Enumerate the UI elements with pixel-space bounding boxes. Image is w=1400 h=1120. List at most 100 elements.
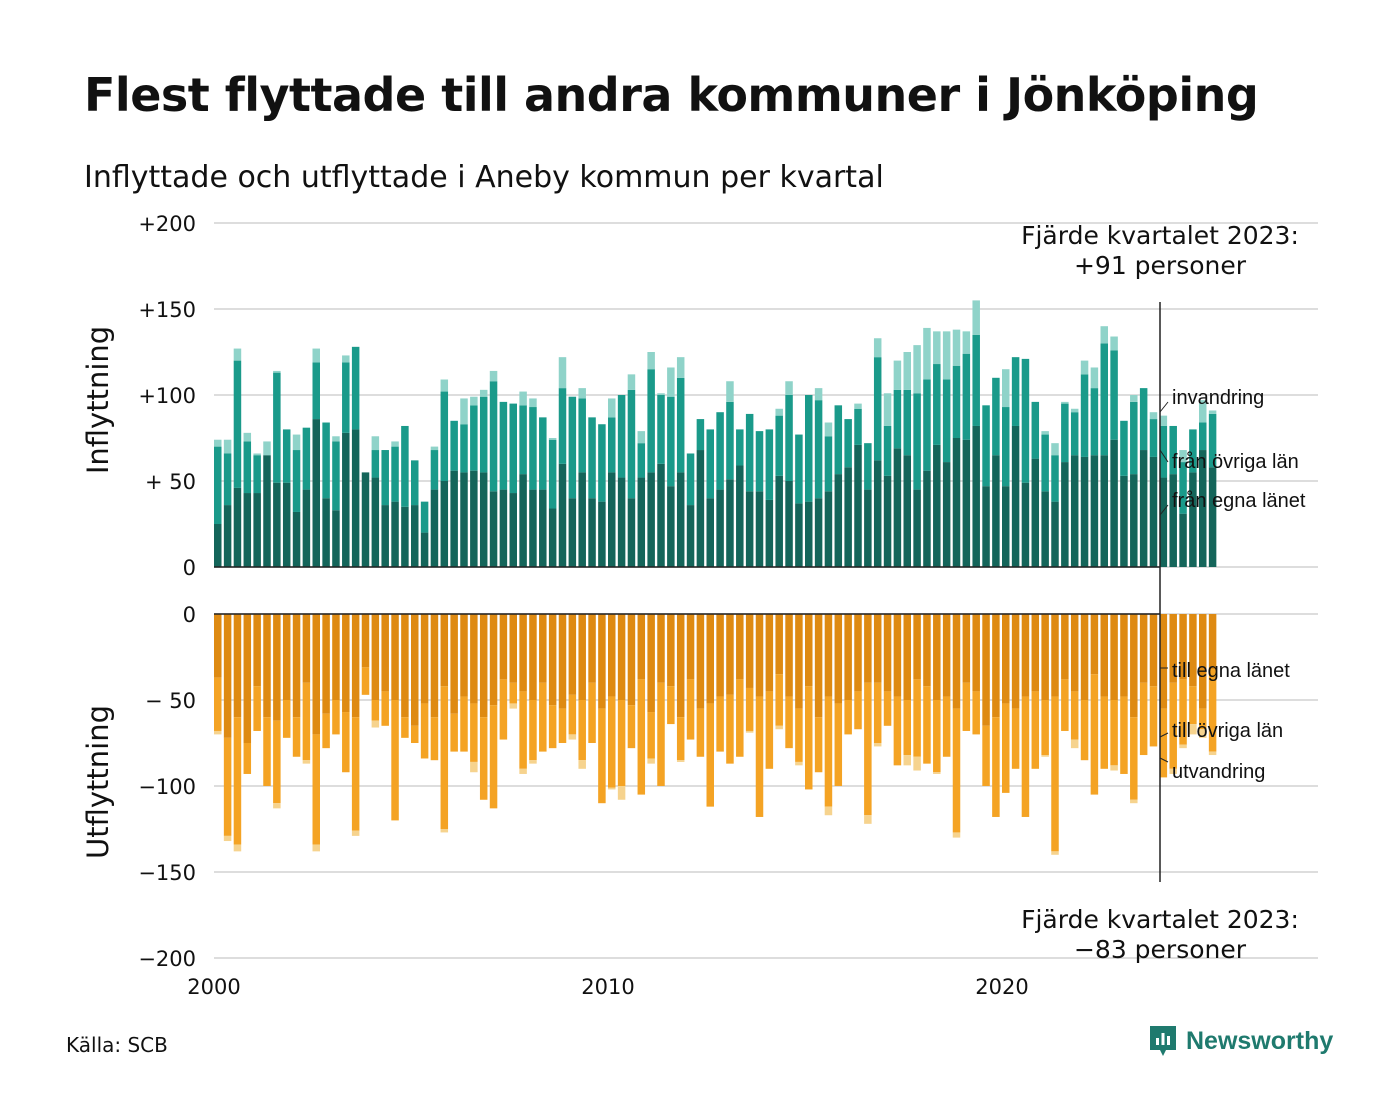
- bar-inflow-segment: [785, 395, 793, 481]
- bar-outflow-segment: [273, 720, 281, 804]
- bar-outflow-segment: [233, 717, 242, 845]
- bar-outflow-segment: [647, 614, 655, 713]
- bar-inflow-segment: [401, 506, 409, 567]
- bar-inflow-segment: [430, 446, 439, 451]
- y-tick-inflow: +200: [138, 212, 196, 236]
- bar-inflow-segment: [657, 395, 665, 464]
- bar-inflow-segment: [1031, 458, 1040, 567]
- bar-outflow-segment: [322, 713, 330, 749]
- label-tick: [1159, 504, 1169, 516]
- bar-inflow-segment: [450, 470, 458, 567]
- bar-outflow-segment: [883, 691, 892, 726]
- bar-inflow-segment: [371, 436, 380, 451]
- bar-inflow-segment: [1199, 422, 1207, 451]
- bar-inflow-segment: [617, 477, 626, 567]
- bar-outflow-segment: [1130, 614, 1138, 718]
- bar-inflow-segment: [1139, 388, 1148, 451]
- bar-outflow-segment: [1110, 700, 1118, 766]
- bar-inflow-segment: [726, 401, 734, 480]
- bar-outflow-segment: [696, 614, 705, 709]
- bar-inflow-segment: [361, 472, 370, 567]
- bar-outflow-segment: [834, 614, 843, 704]
- bar-inflow-segment: [440, 481, 449, 567]
- newsworthy-logo[interactable]: Newsworthy: [1148, 1024, 1333, 1058]
- bar-outflow-segment: [844, 614, 852, 700]
- bar-outflow-segment: [588, 682, 596, 743]
- bar-outflow-segment: [883, 614, 892, 692]
- bar-inflow-segment: [548, 439, 557, 509]
- bar-inflow-segment: [765, 429, 774, 500]
- bar-inflow-segment: [578, 388, 586, 399]
- bar-inflow-segment: [893, 448, 902, 567]
- bar-outflow-segment: [1199, 708, 1207, 730]
- bar-outflow-segment: [1208, 614, 1217, 670]
- bar-outflow-segment: [814, 717, 823, 773]
- bar-outflow-segment: [903, 755, 911, 766]
- annotation-top-line1: Fjärde kvartalet 2023:: [1021, 221, 1299, 250]
- y-tick-outflow: −200: [138, 947, 196, 971]
- bar-inflow-segment: [1130, 395, 1138, 402]
- bar-inflow-segment: [558, 463, 567, 567]
- label-invandring: invandring: [1172, 387, 1264, 409]
- chart-title: Flest flyttade till andra kommuner i Jön…: [84, 68, 1259, 122]
- bar-inflow-segment: [1179, 462, 1187, 514]
- bar-inflow-segment: [647, 352, 655, 370]
- bar-outflow-segment: [1041, 700, 1049, 756]
- bar-outflow-segment: [647, 758, 655, 764]
- bar-outflow-segment: [1139, 682, 1148, 756]
- bar-inflow-segment: [1051, 501, 1059, 567]
- bar-inflow-segment: [1130, 401, 1138, 475]
- bar-outflow-segment: [568, 614, 577, 695]
- bar-inflow-segment: [893, 360, 902, 390]
- bar-inflow-segment: [548, 508, 557, 567]
- bar-outflow-segment: [805, 686, 813, 790]
- bar-outflow-segment: [736, 614, 744, 680]
- bar-outflow-segment: [686, 679, 695, 740]
- bar-inflow-segment: [617, 395, 626, 478]
- bar-outflow-segment: [1110, 765, 1118, 771]
- bar-inflow-segment: [972, 300, 980, 335]
- bar-outflow-segment: [913, 679, 921, 757]
- bar-inflow-segment: [1110, 439, 1118, 567]
- bar-inflow-segment: [795, 503, 803, 567]
- bar-inflow-segment: [282, 429, 291, 483]
- bar-inflow-segment: [312, 362, 320, 420]
- bar-inflow-segment: [1090, 455, 1099, 567]
- bar-outflow-segment: [598, 708, 606, 804]
- bar-inflow-segment: [342, 362, 350, 433]
- bar-inflow-segment: [322, 498, 330, 567]
- bar-outflow-segment: [342, 712, 350, 773]
- bar-outflow-segment: [263, 717, 271, 786]
- bar-inflow-segment: [805, 395, 813, 502]
- bar-outflow-segment: [578, 760, 586, 769]
- inflow-bars: [214, 300, 1217, 567]
- bar-inflow-segment: [332, 510, 340, 567]
- bar-outflow-segment: [1051, 696, 1059, 852]
- bar-outflow-segment: [1199, 614, 1207, 709]
- bar-outflow-segment: [1149, 686, 1158, 747]
- bar-inflow-segment: [834, 474, 843, 567]
- bar-inflow-segment: [1110, 350, 1118, 440]
- bar-outflow-segment: [745, 687, 754, 731]
- bar-outflow-segment: [637, 614, 646, 680]
- bar-inflow-segment: [726, 479, 734, 567]
- bar-outflow-segment: [765, 614, 774, 692]
- bar-inflow-segment: [243, 441, 252, 494]
- bar-inflow-segment: [214, 439, 222, 447]
- bar-inflow-segment: [933, 364, 941, 445]
- bar-outflow-segment: [302, 614, 311, 683]
- bar-inflow-segment: [292, 450, 301, 512]
- bar-outflow-segment: [440, 829, 449, 833]
- bar-inflow-segment: [243, 493, 252, 567]
- bar-outflow-segment: [273, 614, 281, 721]
- bar-outflow-segment: [1051, 851, 1059, 855]
- bar-inflow-segment: [913, 489, 921, 567]
- bar-inflow-segment: [411, 505, 419, 567]
- bar-outflow-segment: [933, 614, 941, 700]
- bar-outflow-segment: [411, 725, 419, 743]
- bar-outflow-segment: [351, 717, 360, 831]
- bar-outflow-segment: [214, 614, 222, 678]
- bar-inflow-segment: [1031, 401, 1040, 459]
- bar-outflow-segment: [962, 682, 971, 731]
- bar-inflow-segment: [962, 439, 971, 567]
